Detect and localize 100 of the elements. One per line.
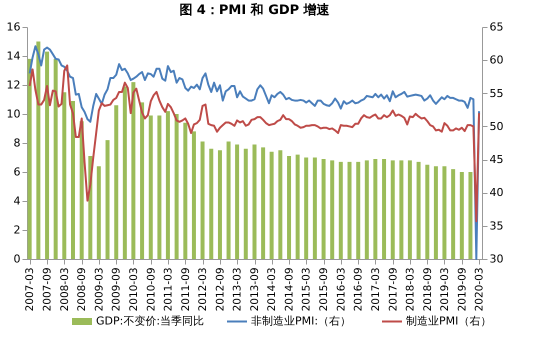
x-tick-label: 2015-09 — [318, 268, 330, 312]
bar — [131, 82, 136, 259]
bar — [278, 150, 282, 259]
x-tick-label: 2007-09 — [42, 268, 54, 312]
bar — [451, 169, 456, 259]
bar — [70, 100, 75, 259]
y2-tick-label: 30 — [490, 252, 504, 266]
x-tick-label: 2011-03 — [162, 268, 174, 312]
bar — [330, 160, 334, 259]
bar — [425, 164, 430, 259]
y-tick-label: 2 — [14, 224, 20, 236]
bar — [434, 166, 438, 259]
bar — [270, 152, 274, 259]
y2-tick-label: 35 — [490, 219, 504, 232]
bar — [148, 115, 153, 259]
y-tick-label: 6 — [14, 166, 20, 178]
bar — [62, 92, 66, 259]
bar — [296, 154, 300, 259]
x-tick-label: 2018-09 — [422, 268, 434, 312]
bar — [209, 148, 214, 259]
bar — [36, 42, 40, 259]
chart-title: 图 4：PMI 和 GDP 增速 — [179, 2, 331, 18]
bar — [322, 158, 326, 259]
y2-tick-label: 45 — [490, 153, 504, 166]
y2-tick-label: 40 — [490, 186, 504, 200]
bar — [382, 158, 386, 259]
line-series — [28, 45, 480, 260]
bar — [157, 115, 162, 259]
y2-tick-label: 60 — [490, 54, 504, 67]
x-tick-label: 2010-09 — [145, 268, 158, 312]
x-tick-label: 2008-09 — [76, 268, 88, 312]
bar — [45, 52, 50, 259]
bar — [373, 158, 378, 259]
bar — [304, 158, 308, 259]
x-tick-label: 2012-03 — [197, 268, 210, 312]
bar — [122, 86, 127, 259]
x-tick-label: 2013-09 — [249, 268, 261, 312]
bar — [261, 147, 266, 259]
bar — [468, 172, 472, 259]
bar — [390, 160, 395, 259]
y2-tick-label: 55 — [490, 86, 504, 100]
bar — [244, 148, 248, 259]
y-tick-label: 4 — [14, 194, 20, 208]
x-tick-label: 2008-03 — [58, 268, 71, 312]
x-tick-label: 2009-03 — [93, 268, 106, 312]
bar — [200, 142, 205, 259]
bar — [174, 114, 179, 259]
y-tick-label: 16 — [6, 20, 20, 34]
bar — [114, 105, 118, 259]
bar — [312, 158, 317, 259]
x-tick-label: 2017-03 — [370, 268, 382, 312]
x-tick-label: 2012-09 — [214, 268, 226, 312]
bar — [106, 140, 110, 259]
y-tick-label: 0 — [14, 252, 20, 266]
x-tick-label: 2015-03 — [300, 268, 313, 312]
y-tick-label: 8 — [14, 136, 20, 150]
y-tick-label: 12 — [6, 78, 20, 92]
bar — [166, 111, 170, 259]
bar — [287, 156, 292, 259]
x-tick-label: 2009-09 — [110, 268, 123, 312]
x-tick-label: 2019-09 — [456, 268, 468, 312]
bar — [28, 58, 32, 259]
y-tick-label: 10 — [6, 108, 20, 120]
bar — [252, 144, 256, 259]
bar — [364, 160, 369, 259]
x-tick-label: 2007-03 — [24, 268, 36, 312]
line-series — [28, 64, 480, 222]
bar — [218, 150, 222, 259]
x-tick-label: 2011-09 — [180, 268, 192, 312]
x-tick-label: 2010-03 — [128, 268, 140, 312]
bar — [183, 122, 188, 259]
bar — [399, 160, 404, 259]
bar — [416, 162, 421, 259]
y2-tick-label: 50 — [490, 120, 504, 133]
bar — [356, 162, 360, 259]
y2-tick-label: 65 — [490, 20, 504, 34]
x-tick-label: 2016-09 — [352, 268, 365, 312]
y-tick-label: 14 — [6, 50, 20, 62]
bar — [460, 172, 464, 259]
x-tick-label: 2018-03 — [404, 268, 416, 312]
bar — [338, 162, 343, 259]
x-tick-label: 2013-03 — [232, 268, 244, 312]
x-tick-label: 2020-03 — [474, 268, 486, 312]
bar — [442, 166, 446, 259]
bar — [235, 144, 240, 259]
x-tick-label: 2014-03 — [266, 268, 278, 312]
bar — [140, 102, 144, 259]
x-tick-label: 2017-09 — [387, 268, 400, 312]
bar — [192, 131, 196, 259]
x-tick-label: 2016-03 — [335, 268, 348, 312]
bar — [54, 58, 58, 259]
bar — [226, 142, 231, 259]
x-tick-label: 2019-03 — [438, 268, 451, 312]
bar — [348, 162, 352, 259]
bar — [96, 166, 101, 259]
legend-label: GDP:不变价:当季同比 — [96, 314, 204, 328]
x-tick-label: 2014-09 — [284, 268, 296, 312]
bar — [408, 160, 412, 259]
legend-label: 非制造业PMI:（右） — [251, 314, 352, 328]
legend-label: 制造业PMI（右） — [406, 314, 492, 328]
